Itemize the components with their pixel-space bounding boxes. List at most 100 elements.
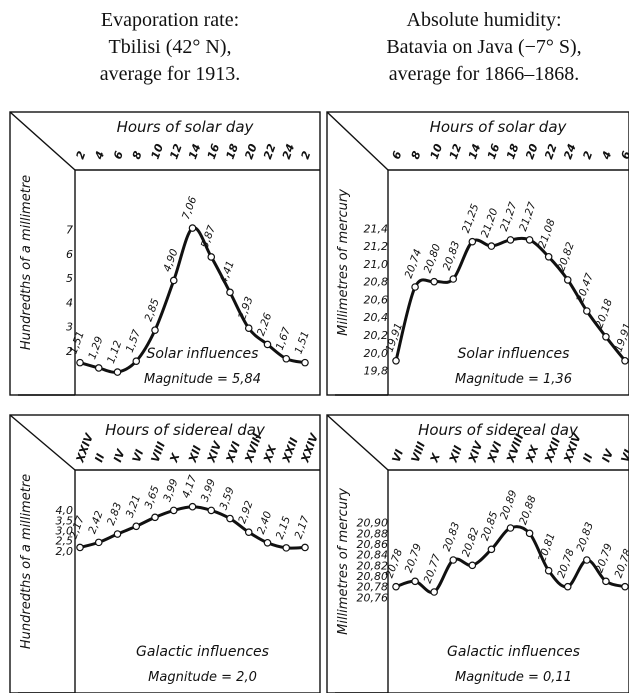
data-point [132,357,141,365]
data-label: 21,20 [479,206,501,239]
caption-right-line-3: average for 1866–1868. [389,63,580,85]
x-tick-label: VIII [149,440,168,464]
y-axis-label: Hundredths of a millimetre [19,175,34,350]
data-point [544,566,553,575]
x-tick-label: XII [447,444,465,465]
x-tick-label: 2 [299,149,314,161]
data-point [169,276,178,285]
y-tick-label: 20,8 [364,276,389,289]
y-tick-label: 20,84 [357,549,389,562]
data-label: 3,65 [143,484,162,510]
data-label: 1,57 [124,328,143,354]
data-point [563,582,572,591]
chart-panel-2: Hours of solar day Millimetres of mercury… [326,111,629,396]
y-tick-label: 5 [66,272,73,285]
data-label: 21,08 [536,217,558,250]
x-tick-label: 4 [599,149,614,162]
x-tick-label: 4 [92,149,107,162]
data-label: 3,59 [218,485,237,511]
data-label: 4,17 [180,473,199,499]
data-point [468,237,477,246]
data-label: 5,87 [199,224,218,250]
data-point [430,588,438,596]
data-point [621,356,629,365]
panel-frame [9,111,321,396]
data-label: 20,82 [555,240,577,273]
data-point [244,528,253,536]
x-tick-label: 6 [619,149,629,161]
panel-title: Hours of sidereal day [418,421,579,439]
data-label: 2,83 [105,501,124,527]
data-point [301,358,309,367]
y-tick-label: 20,82 [357,559,389,572]
y-tick-label: 21,4 [364,222,389,235]
panel-frame [9,414,321,693]
influence-label: Galactic influences [447,644,580,660]
y-axis-label: Hundredths of a millimetre [19,474,34,649]
data-label: 2,42 [86,509,105,535]
data-point [411,577,419,586]
x-tick-label: 10 [428,142,446,161]
x-tick-label: 20 [242,142,260,161]
data-point [226,514,234,523]
x-tick-label: 14 [466,142,483,161]
y-tick-label: 20,76 [357,591,389,604]
panel-frame [326,111,629,396]
x-tick-label: 20 [523,142,541,161]
data-label: 20,82 [460,526,482,559]
data-label: 21,25 [460,202,482,235]
caption-left-line-1: Evaporation rate: [101,9,239,31]
x-tick-label: XX [523,443,542,465]
chart-panel-3: Hours of sidereal day Hundredths of a mil… [9,414,321,693]
data-point [207,506,216,515]
y-tick-label: 2,0 [56,545,74,558]
x-tick-label: X [167,451,183,465]
panel-corner-diagonal [326,111,389,171]
y-tick-label: 20,4 [364,311,389,324]
y-tick-label: 20,2 [364,329,389,342]
x-tick-label: 18 [504,142,522,161]
data-point [506,524,515,532]
chart-panel-1: Hours of solar day Hundredths of a millim… [9,111,321,396]
x-tick-label: 18 [224,142,242,161]
data-point [602,577,610,586]
x-tick-label: 6 [390,149,405,161]
y-tick-label: 19,8 [364,365,389,378]
y-tick-label: 6 [66,248,73,261]
y-tick-label: 3,5 [56,514,74,527]
panel-corner-diagonal [9,111,76,171]
data-point [506,236,515,244]
data-point [525,236,534,244]
data-point [132,522,141,531]
data-point [487,242,496,250]
x-tick-label: XXII [280,436,301,465]
data-label: 4,41 [218,259,237,285]
x-tick-label: 22 [261,142,279,161]
data-label: 3,99 [199,477,218,503]
data-label: 20,74 [403,248,425,280]
y-tick-label: 20,86 [357,538,389,551]
x-tick-label: 16 [205,142,223,161]
data-label: 19,91 [613,321,629,353]
x-tick-label: XVI [485,440,505,465]
x-tick-label: 22 [542,142,560,161]
data-point [263,538,272,547]
x-tick-label: XXIV [298,430,321,465]
data-label: 7,06 [180,195,199,221]
panel-corner-diagonal [9,414,76,471]
x-tick-label: XIV [466,438,486,465]
data-point [430,277,438,286]
data-label: 20,79 [593,542,615,575]
x-tick-label: XIV [205,438,225,465]
data-point [468,561,477,570]
x-tick-label: II [580,452,595,464]
x-tick-label: IV [600,446,617,464]
data-point [544,252,553,261]
data-label: 20,18 [593,297,615,330]
caption-right-line-1: Absolute humidity: [407,9,562,31]
data-label: 20,79 [403,542,425,575]
data-label: 20,83 [441,521,463,553]
caption-left: Evaporation rate: Tbilisi (42° N), avera… [100,9,241,85]
x-tick-label: XXII [542,436,563,465]
data-point [188,224,197,232]
